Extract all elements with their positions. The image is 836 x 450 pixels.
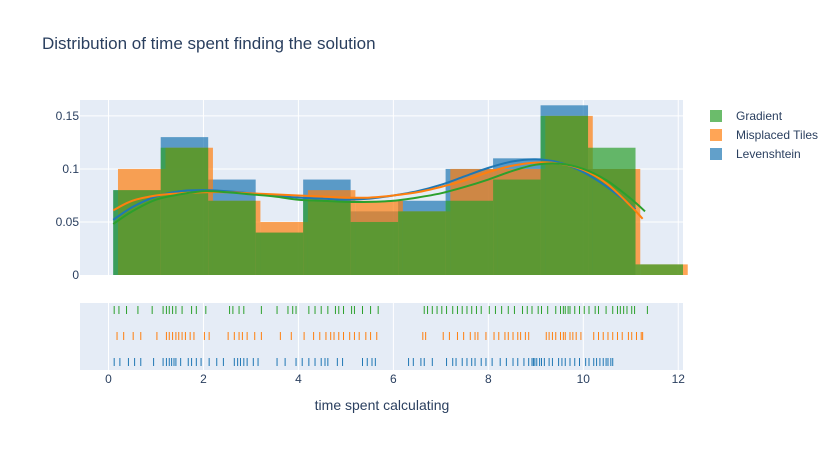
- legend-swatch-levenshtein: [710, 147, 722, 160]
- rug-gridlines: [107, 303, 679, 370]
- kde-curve-levenshtein: [112, 158, 637, 221]
- kde-curves: [112, 158, 646, 225]
- y-tick-label: 0.15: [56, 109, 80, 123]
- y-tick-labels: 0 0.05 0.1 0.15: [56, 109, 80, 282]
- histogram-bar-gradient: [255, 232, 304, 275]
- x-tick-label: 6: [390, 372, 397, 386]
- histogram-bar-gradient: [160, 147, 209, 275]
- histogram-bar-gradient: [303, 200, 351, 275]
- x-tick-label: 10: [577, 372, 591, 386]
- histogram-bar-gradient: [635, 264, 683, 275]
- x-tick-labels: 0 2 4 6 8 10 12: [105, 372, 685, 386]
- legend-label-gradient: Gradient: [736, 108, 783, 123]
- legend-label-levenshtein: Levenshtein: [736, 146, 801, 161]
- histogram-bar-gradient: [113, 190, 161, 275]
- legend-label-misplaced-tiles: Misplaced Tiles: [736, 127, 819, 142]
- legend-item-misplaced-tiles[interactable]: Misplaced Tiles: [706, 125, 818, 144]
- x-tick-label: 0: [105, 372, 112, 386]
- y-tick-label: 0.1: [62, 162, 79, 176]
- rug-marks: [113, 306, 648, 366]
- histogram-bar-gradient: [445, 200, 494, 275]
- legend-item-levenshtein[interactable]: Levenshtein: [706, 144, 818, 163]
- histogram-bar-gradient: [493, 179, 541, 275]
- y-tick-label: 0.05: [56, 215, 80, 229]
- legend-swatch-gradient: [710, 109, 722, 122]
- y-tick-label: 0: [72, 268, 79, 282]
- kde-curve-gradient: [112, 162, 646, 225]
- histogram-bar-gradient: [540, 115, 589, 275]
- legend: Gradient Misplaced Tiles Levenshtein: [706, 106, 818, 163]
- histogram-bar-gradient: [398, 211, 446, 275]
- x-axis-title: time spent calculating: [314, 397, 450, 413]
- x-tick-label: 12: [672, 372, 686, 386]
- histogram-bar-gradient: [350, 221, 399, 275]
- legend-item-gradient[interactable]: Gradient: [706, 106, 818, 125]
- histogram-bar-gradient: [588, 147, 636, 275]
- legend-swatch-misplaced-tiles: [710, 128, 722, 141]
- histogram-bar-gradient: [208, 200, 256, 275]
- x-tick-label: 2: [200, 372, 207, 386]
- rug-plot-background: [80, 303, 683, 370]
- x-tick-label: 4: [295, 372, 302, 386]
- x-tick-label: 8: [485, 372, 492, 386]
- chart-title: Distribution of time spent finding the s…: [42, 34, 376, 53]
